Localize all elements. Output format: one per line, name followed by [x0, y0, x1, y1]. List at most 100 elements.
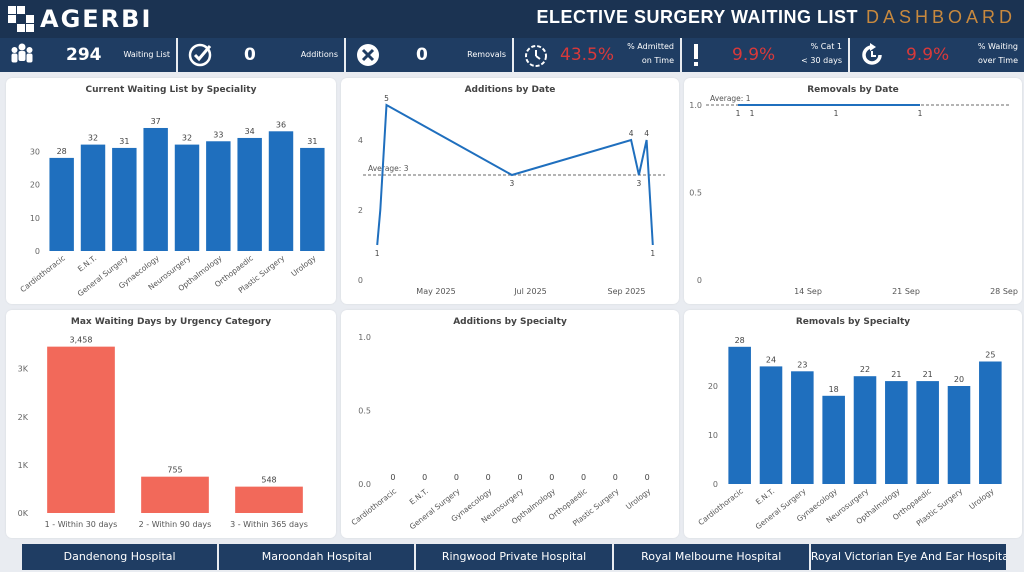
- chart-panel-additions-by-specialty: Additions by Specialty 0.0 0.5 1.0 0 Cardiot…: [341, 310, 679, 538]
- data-label: 22: [860, 365, 870, 374]
- data-label: 25: [985, 351, 995, 360]
- data-label: 21: [891, 370, 901, 379]
- kpi-label: Removals: [467, 50, 506, 59]
- bar: [728, 346, 751, 484]
- hospital-tab-dandenong[interactable]: Dandenong Hospital: [22, 544, 218, 570]
- bar: [174, 144, 200, 251]
- hospital-tab-royal-victorian-eye-ear[interactable]: Royal Victorian Eye And Ear Hospital: [810, 544, 1007, 570]
- data-label: 1: [834, 109, 839, 118]
- kpi-waiting-list: 294 Waiting List: [0, 38, 178, 72]
- data-label: 1: [918, 109, 923, 118]
- exclamation-icon: [694, 44, 698, 66]
- x-tick-label: E.N.T.: [76, 253, 98, 273]
- chart-title: Additions by Specialty: [453, 317, 567, 327]
- kpi-value: 294: [66, 45, 102, 65]
- data-label: 18: [829, 385, 839, 394]
- data-label: 755: [167, 466, 182, 475]
- y-tick-label: 0: [713, 480, 718, 489]
- title-sub: DASHBOARD: [865, 7, 1016, 27]
- chart-panel-removals-by-specialty: Removals by Specialty 0 10 20 28 Cardiothora…: [684, 310, 1022, 538]
- bar: [791, 371, 814, 484]
- logo-text: AGERBI: [40, 5, 153, 33]
- data-label: 3: [510, 179, 515, 188]
- kpi-value: 9.9%: [906, 45, 950, 65]
- x-tick-label: Urology: [289, 253, 318, 278]
- y-tick-label: 2: [358, 206, 363, 215]
- data-label: 4: [644, 129, 649, 138]
- kpi-additions: 0 Additions: [178, 38, 346, 72]
- kpi-value: 9.9%: [732, 45, 776, 65]
- kpi-label-line1: % Admitted: [627, 42, 674, 51]
- bar: [112, 147, 137, 251]
- data-label: 34: [245, 127, 255, 136]
- chart-title: Removals by Specialty: [795, 317, 911, 327]
- data-label: 1: [375, 249, 380, 258]
- x-tick-label: 2 - Within 90 days: [139, 520, 212, 529]
- kpi-label-line2: on Time: [641, 56, 674, 65]
- bar: [853, 376, 877, 484]
- data-label: 0: [613, 473, 618, 482]
- y-tick-label: 20: [30, 181, 40, 190]
- bar: [947, 386, 971, 484]
- chart-panel-additions-by-date: Additions by Date 0 2 4 May 2025 Jul 2025 Sep…: [341, 78, 679, 304]
- x-tick-label: 1 - Within 30 days: [45, 520, 118, 529]
- kpi-strip: 294 Waiting List 0 Additions 0 Removals …: [0, 38, 1024, 72]
- header-bar: AGERBI ELECTIVE SURGERY WAITING LIST DASH…: [0, 0, 1024, 38]
- average-label: Average: 1: [710, 94, 751, 103]
- chart-max-waiting-days: 0K 1K 2K 3K 3,458 1 - Within 30 days 755 2 - Wi…: [18, 336, 308, 529]
- bar: [235, 486, 303, 513]
- kpi-value: 43.5%: [560, 45, 615, 65]
- hospital-tab-ringwood[interactable]: Ringwood Private Hospital: [416, 544, 612, 570]
- bar: [143, 127, 168, 251]
- bar: [822, 395, 845, 484]
- data-label: 548: [261, 476, 276, 485]
- y-tick-label: 1K: [18, 461, 29, 470]
- chart-panel-waiting-by-speciality: Current Waiting List by Speciality 0 10 20…: [6, 78, 336, 304]
- chart-title: Additions by Date: [464, 85, 556, 95]
- y-tick-label: 0: [35, 247, 40, 256]
- y-tick-label: 0.5: [689, 189, 702, 198]
- y-tick-label: 10: [30, 214, 40, 223]
- data-label: 21: [923, 370, 933, 379]
- bar: [268, 131, 294, 251]
- data-label: 3,458: [70, 336, 93, 345]
- data-label: 1: [750, 109, 755, 118]
- data-label: 0: [549, 473, 554, 482]
- x-tick-label: E.N.T.: [754, 486, 776, 506]
- y-tick-label: 0K: [18, 509, 29, 518]
- y-tick-label: 30: [30, 147, 40, 156]
- chart-panel-removals-by-date: Removals by Date 0 0.5 1.0 14 Sep 21 Sep 28 S…: [684, 78, 1022, 304]
- hospital-tab-royal-melbourne[interactable]: Royal Melbourne Hospital: [613, 544, 809, 570]
- kpi-admitted-on-time: 43.5% % Admitted on Time: [514, 38, 682, 72]
- data-label: 31: [119, 137, 129, 146]
- bar: [206, 141, 231, 251]
- kpi-value: 0: [244, 45, 256, 65]
- page-title: ELECTIVE SURGERY WAITING LIST DASHBOARD: [536, 7, 1016, 28]
- bar: [916, 381, 939, 484]
- kpi-label: Additions: [300, 50, 338, 59]
- data-label: 0: [486, 473, 491, 482]
- kpi-label-line1: % Cat 1: [810, 42, 842, 51]
- average-label: Average: 3: [368, 164, 409, 173]
- x-tick-label: Urology: [967, 486, 996, 511]
- data-label: 1: [736, 109, 741, 118]
- chart-title: Current Waiting List by Speciality: [85, 85, 257, 95]
- x-tick-label: Urology: [624, 486, 653, 511]
- data-label: 32: [182, 134, 192, 143]
- bar: [49, 157, 74, 251]
- data-label: 0: [517, 473, 522, 482]
- bar: [141, 476, 209, 513]
- y-tick-label: 0: [358, 276, 363, 285]
- y-tick-label: 2K: [18, 413, 29, 422]
- x-circle-icon: [357, 44, 379, 66]
- hospital-tab-maroondah[interactable]: Maroondah Hospital: [219, 544, 415, 570]
- kpi-label: Waiting List: [123, 50, 170, 59]
- kpi-label-line2: over Time: [978, 56, 1018, 65]
- series-line: [376, 103, 654, 246]
- refresh-icon: [862, 43, 882, 65]
- data-label: 3: [636, 179, 641, 188]
- data-label: 32: [88, 134, 98, 143]
- x-tick-label: 21 Sep: [892, 287, 920, 296]
